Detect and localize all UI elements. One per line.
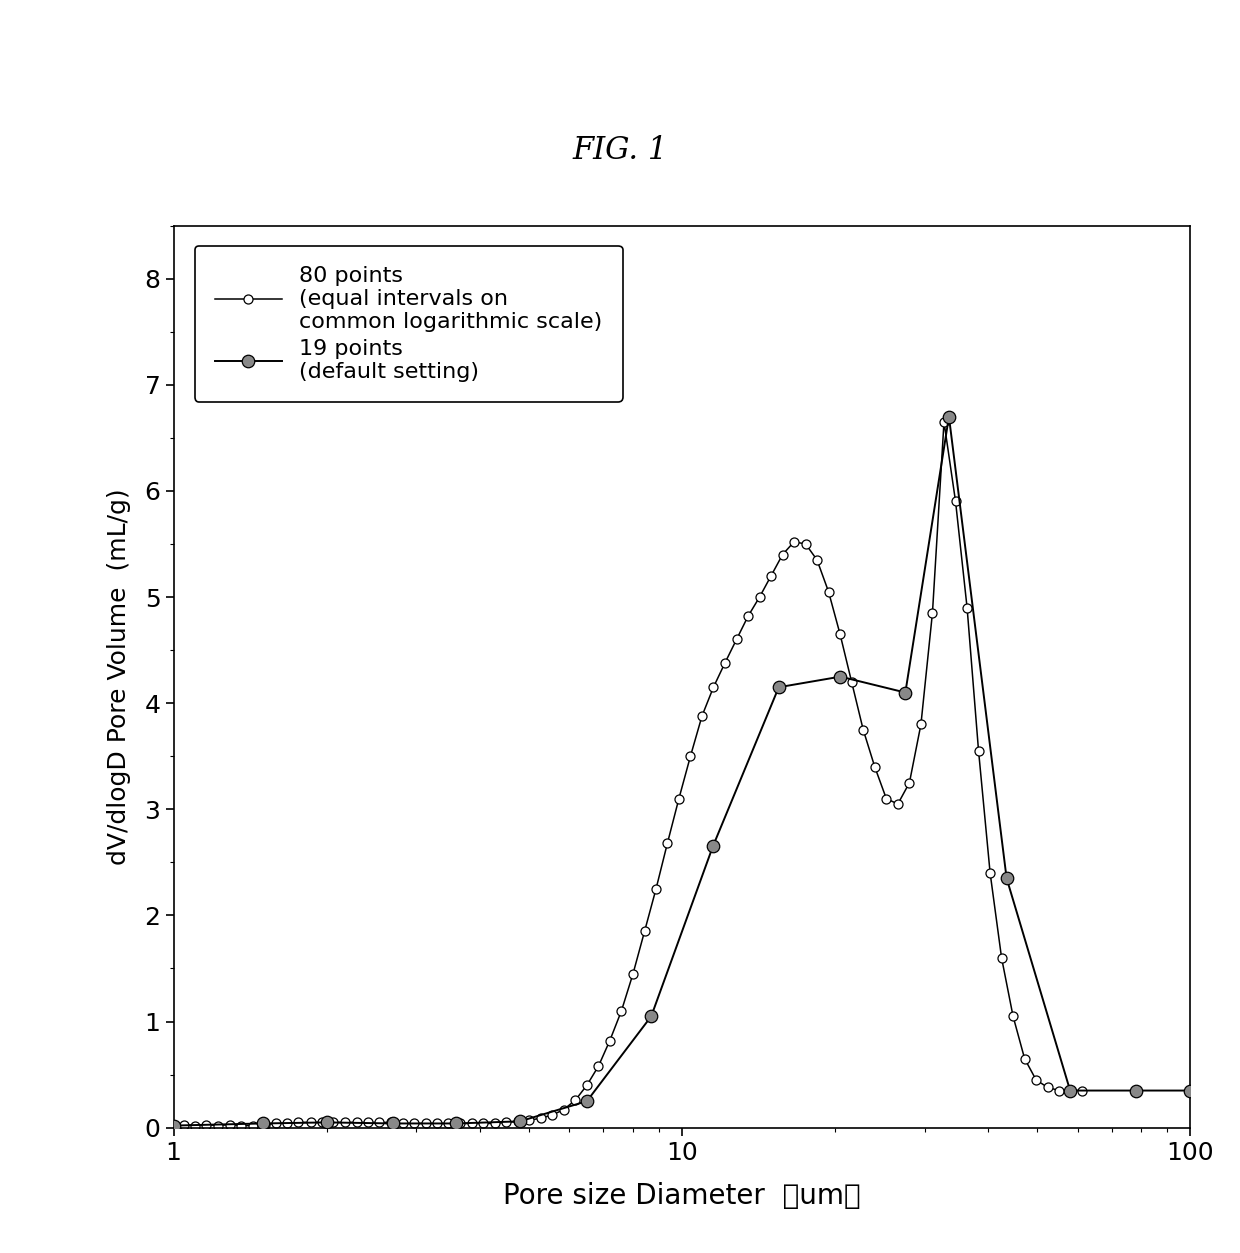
80 points
(equal intervals on
common logarithmic scale) <box>982 866 997 881</box>
Text: FIG. 1: FIG. 1 <box>573 135 667 165</box>
19 points
(default setting) <box>1128 1083 1143 1098</box>
Line: 19 points
(default setting): 19 points (default setting) <box>167 410 1197 1131</box>
19 points
(default setting) <box>449 1116 464 1131</box>
80 points
(equal intervals on
common logarithmic scale) <box>166 1118 181 1133</box>
80 points
(equal intervals on
common logarithmic scale) <box>786 534 801 549</box>
80 points
(equal intervals on
common logarithmic scale) <box>936 415 951 430</box>
80 points
(equal intervals on
common logarithmic scale) <box>568 1093 583 1108</box>
X-axis label: Pore size Diameter  （um）: Pore size Diameter （um） <box>503 1182 861 1209</box>
19 points
(default setting) <box>1183 1083 1198 1098</box>
Y-axis label: dV/dlogD Pore Volume  (mL/g): dV/dlogD Pore Volume (mL/g) <box>107 489 130 865</box>
19 points
(default setting) <box>166 1118 181 1133</box>
19 points
(default setting) <box>579 1094 594 1109</box>
19 points
(default setting) <box>941 408 956 424</box>
Legend: 80 points
(equal intervals on
common logarithmic scale), 19 points
(default sett: 80 points (equal intervals on common log… <box>195 246 622 402</box>
80 points
(equal intervals on
common logarithmic scale) <box>706 679 720 694</box>
19 points
(default setting) <box>644 1009 658 1024</box>
Line: 80 points
(equal intervals on
common logarithmic scale): 80 points (equal intervals on common log… <box>169 417 1086 1130</box>
19 points
(default setting) <box>255 1116 270 1131</box>
19 points
(default setting) <box>771 679 786 694</box>
80 points
(equal intervals on
common logarithmic scale) <box>753 589 768 604</box>
19 points
(default setting) <box>999 871 1014 886</box>
80 points
(equal intervals on
common logarithmic scale) <box>1075 1083 1090 1098</box>
19 points
(default setting) <box>386 1116 401 1131</box>
19 points
(default setting) <box>898 685 913 700</box>
19 points
(default setting) <box>1063 1083 1078 1098</box>
19 points
(default setting) <box>833 669 848 684</box>
19 points
(default setting) <box>706 840 720 855</box>
19 points
(default setting) <box>319 1115 334 1130</box>
80 points
(equal intervals on
common logarithmic scale) <box>718 655 733 670</box>
19 points
(default setting) <box>512 1114 527 1129</box>
